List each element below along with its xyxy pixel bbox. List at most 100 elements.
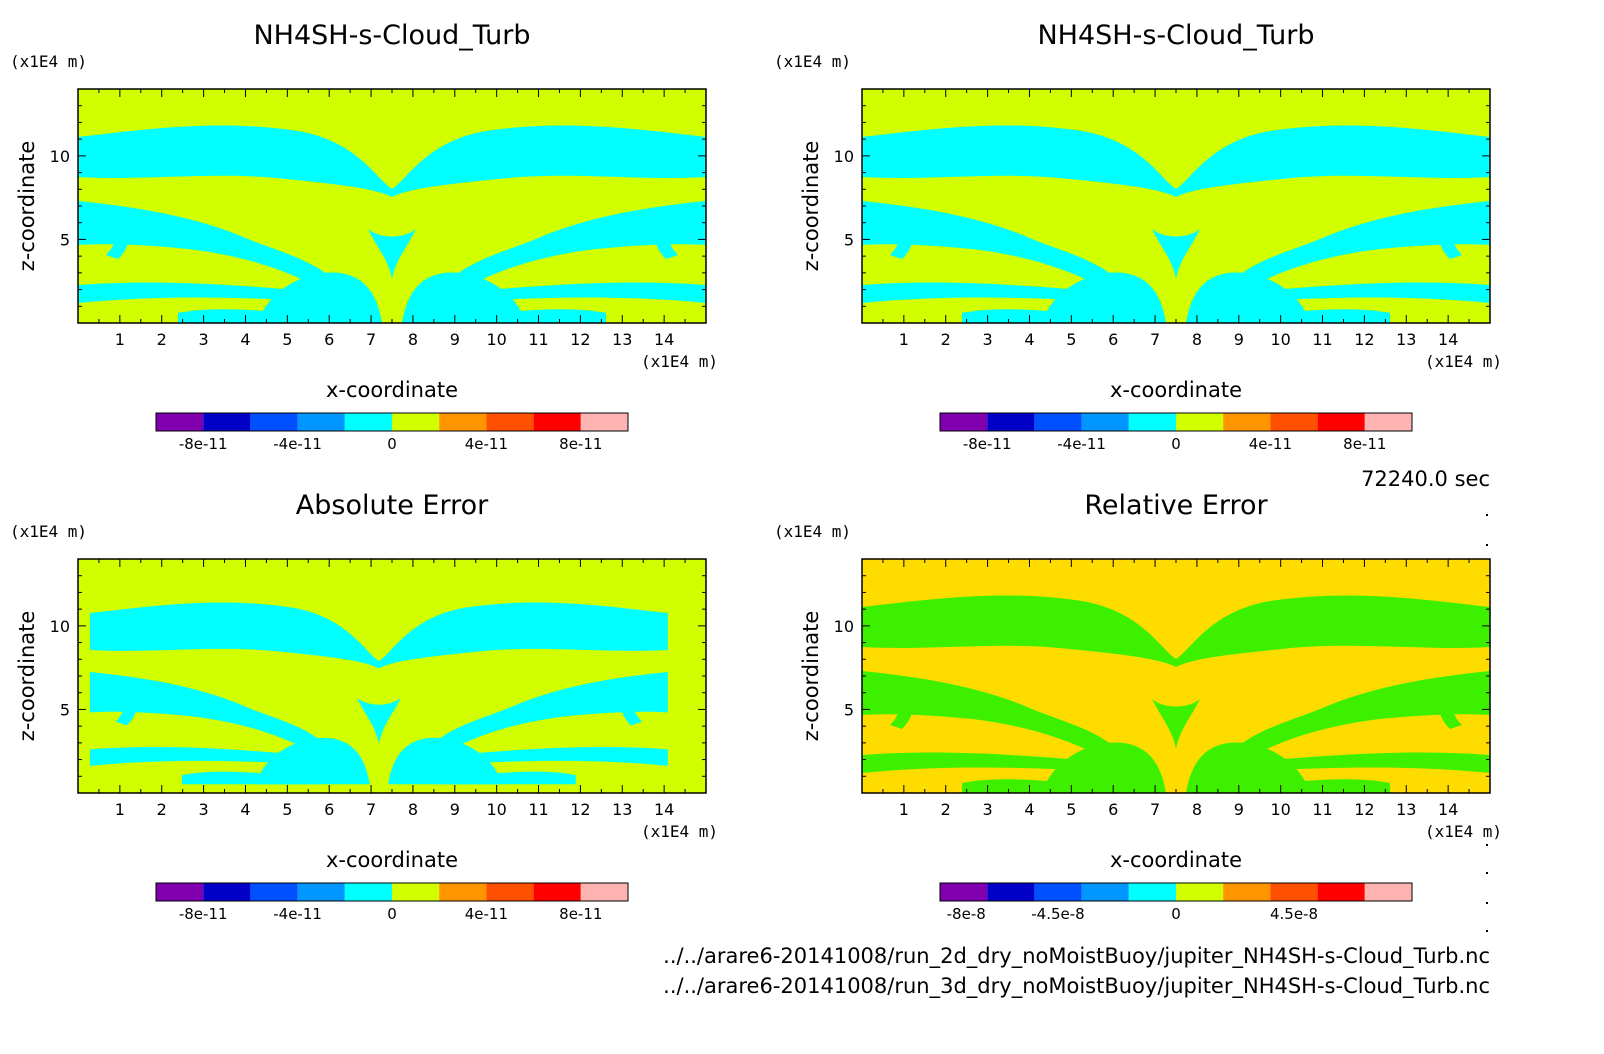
x-tick-label: 3 — [199, 800, 209, 819]
colorbar-label: -4.5e-8 — [1031, 905, 1084, 923]
field-band — [862, 282, 1092, 303]
x-tick-label: 13 — [1396, 330, 1416, 349]
colorbar-swatch — [1317, 883, 1365, 901]
field-band — [1152, 699, 1200, 749]
field-band — [437, 771, 576, 785]
field-layer — [862, 559, 1490, 793]
file-path-1: ../../arare6-20141008/run_2d_dry_noMoist… — [663, 944, 1490, 969]
x-axis-title: x-coordinate — [1110, 848, 1242, 872]
colorbar-frame — [155, 412, 629, 432]
colorbar-swatch — [156, 883, 204, 901]
panel-top-left: NH4SH-s-Cloud_Turb (x1E4 m) 1 2 3 4 5 6 7 8 9 10 1… — [10, 20, 718, 453]
field-band — [862, 752, 1092, 773]
x-unit-label: (x1E4 m) — [1425, 352, 1502, 371]
colorbar-swatch — [987, 413, 1035, 431]
field-band — [456, 309, 606, 323]
colorbar-swatch — [1176, 413, 1224, 431]
field-band — [456, 747, 668, 766]
field-band — [620, 679, 650, 726]
colorbar-swatch — [250, 883, 298, 901]
x-tick-label: 6 — [324, 330, 334, 349]
colorbar-swatch — [156, 413, 204, 431]
field-band — [90, 602, 668, 669]
colorbar-swatch — [439, 883, 487, 901]
field-band — [1152, 229, 1200, 279]
x-tick-label: 1 — [899, 330, 909, 349]
colorbar-label: 8e-11 — [559, 435, 602, 453]
field-band — [258, 272, 382, 323]
colorbar-label: -4e-11 — [273, 435, 322, 453]
colorbar-swatch — [1270, 883, 1318, 901]
x-tick-label: 8 — [408, 800, 418, 819]
colorbar: -8e-8 -4.5e-8 0 4.5e-8 — [939, 882, 1413, 923]
colorbar-swatch — [250, 413, 298, 431]
colorbar-swatch — [297, 413, 345, 431]
x-tick-label: 4 — [1024, 330, 1034, 349]
colorbar-swatch — [940, 413, 988, 431]
field-band — [255, 737, 370, 785]
x-tick-label: 6 — [1108, 330, 1118, 349]
x-unit-label: (x1E4 m) — [1425, 822, 1502, 841]
z-unit-label: (x1E4 m) — [774, 52, 851, 71]
x-tick-label: 11 — [528, 800, 548, 819]
field-band — [90, 747, 302, 766]
colorbar-swatch — [580, 883, 628, 901]
field-band — [962, 779, 1112, 793]
colorbar-swatch — [1081, 413, 1129, 431]
z-axis-title: z-coordinate — [15, 141, 39, 272]
colorbar-swatch — [1034, 883, 1082, 901]
field-band — [78, 125, 706, 197]
x-tick-label: 2 — [157, 800, 167, 819]
z-axis-title: z-coordinate — [799, 611, 823, 742]
x-tick-label: 4 — [1024, 800, 1034, 819]
field-band — [655, 209, 686, 259]
x-tick-label: 5 — [1066, 330, 1076, 349]
x-tick-label: 9 — [450, 330, 460, 349]
x-tick-label: 10 — [1270, 800, 1290, 819]
x-unit-label: (x1E4 m) — [641, 822, 718, 841]
field-band — [882, 679, 913, 729]
colorbar-label: -8e-11 — [179, 435, 228, 453]
colorbar-swatch — [1128, 413, 1176, 431]
x-tick-label: 7 — [1150, 800, 1160, 819]
colorbar-swatch — [439, 413, 487, 431]
x-tick-label: 14 — [654, 330, 674, 349]
field-band — [108, 679, 137, 726]
x-tick-label: 5 — [282, 330, 292, 349]
field-band — [1240, 309, 1390, 323]
x-tick-label: 6 — [324, 800, 334, 819]
field-band — [1186, 272, 1310, 323]
colorbar-swatch — [297, 883, 345, 901]
x-tick-label: 1 — [899, 800, 909, 819]
x-tick-label: 11 — [528, 330, 548, 349]
field-band — [1042, 272, 1166, 323]
colorbar-label: -8e-8 — [947, 905, 986, 923]
field-band — [1260, 282, 1490, 303]
field-band — [456, 201, 706, 285]
colorbar-swatch — [203, 413, 251, 431]
colorbar-frame — [155, 882, 629, 902]
z-tick-label: 5 — [844, 700, 854, 719]
colorbar-swatch — [1128, 883, 1176, 901]
z-tick-label: 5 — [60, 700, 70, 719]
x-tick-label: 5 — [282, 800, 292, 819]
colorbar-label: 0 — [1171, 905, 1181, 923]
colorbar-label: 4e-11 — [465, 435, 508, 453]
colorbar-label: 8e-11 — [1343, 435, 1386, 453]
x-tick-label: 13 — [612, 330, 632, 349]
x-tick-label: 7 — [1150, 330, 1160, 349]
field-band — [182, 771, 320, 785]
z-tick-label: 10 — [834, 617, 854, 636]
x-tick-label: 2 — [941, 330, 951, 349]
field-band — [78, 282, 308, 303]
field-band — [388, 737, 503, 785]
x-tick-label: 14 — [1438, 330, 1458, 349]
z-tick-label: 5 — [844, 230, 854, 249]
field-band — [1439, 679, 1470, 729]
x-tick-label: 8 — [408, 330, 418, 349]
colorbar-swatch — [1364, 883, 1412, 901]
x-tick-label: 6 — [1108, 800, 1118, 819]
x-tick-label: 8 — [1192, 330, 1202, 349]
colorbar-swatch — [533, 883, 581, 901]
x-tick-label: 10 — [486, 330, 506, 349]
